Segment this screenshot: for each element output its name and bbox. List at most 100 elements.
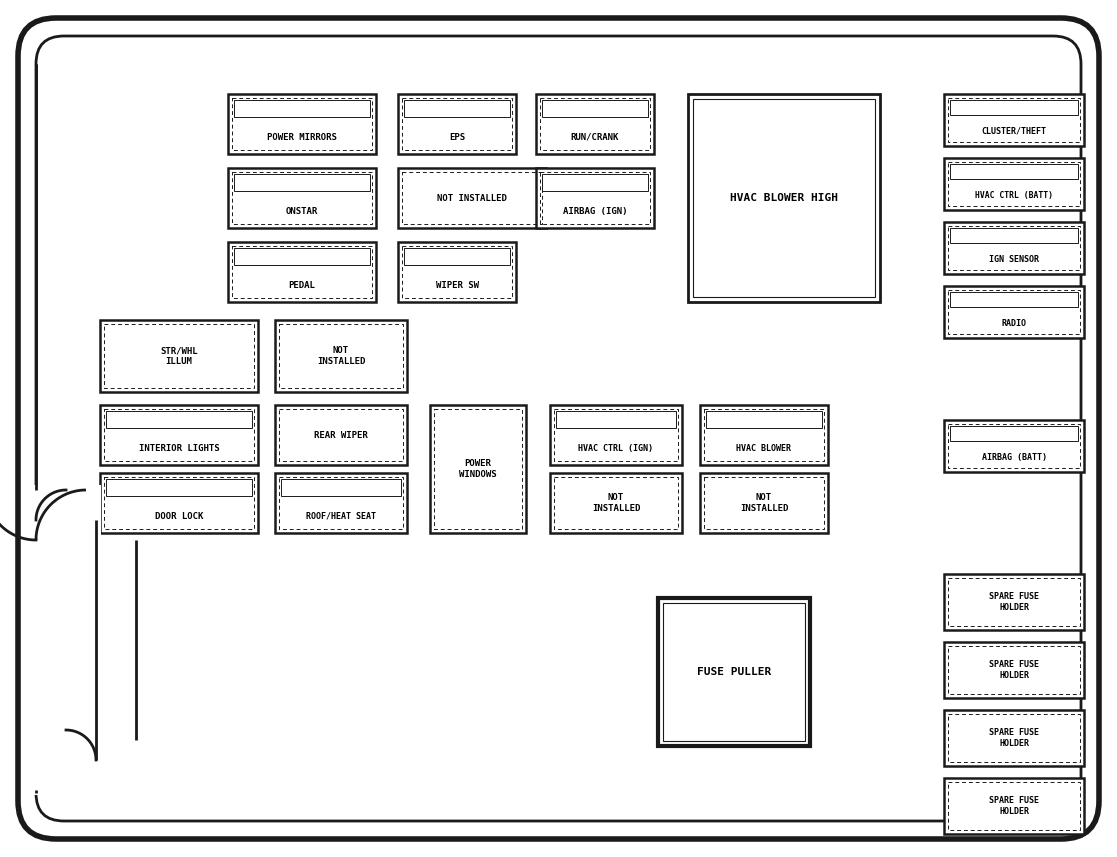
- Bar: [228, 242, 376, 302]
- Text: ROOF/HEAT SEAT: ROOF/HEAT SEAT: [306, 512, 376, 521]
- Text: SPARE FUSE
HOLDER: SPARE FUSE HOLDER: [989, 796, 1039, 816]
- Text: CLUSTER/THEFT: CLUSTER/THEFT: [982, 127, 1047, 136]
- Bar: [948, 782, 1080, 830]
- FancyBboxPatch shape: [18, 18, 1099, 839]
- Bar: [948, 290, 1080, 334]
- Text: FUSE PULLER: FUSE PULLER: [697, 667, 771, 677]
- Bar: [550, 405, 682, 465]
- Bar: [430, 405, 526, 533]
- Bar: [279, 324, 403, 388]
- Text: PEDAL: PEDAL: [288, 281, 315, 290]
- Bar: [279, 409, 403, 461]
- Bar: [279, 477, 403, 529]
- Bar: [232, 98, 372, 150]
- Bar: [281, 479, 401, 496]
- Text: AIRBAG (IGN): AIRBAG (IGN): [563, 207, 628, 216]
- Text: STR/WHL
ILLUM: STR/WHL ILLUM: [160, 346, 198, 366]
- Bar: [104, 324, 254, 388]
- Text: NOT
INSTALLED: NOT INSTALLED: [739, 494, 789, 512]
- Bar: [944, 286, 1083, 338]
- Text: RADIO: RADIO: [1002, 319, 1027, 328]
- Bar: [402, 246, 512, 298]
- Bar: [550, 473, 682, 533]
- Bar: [228, 168, 376, 228]
- Text: HVAC CTRL (IGN): HVAC CTRL (IGN): [579, 444, 653, 452]
- Bar: [949, 100, 1078, 115]
- Bar: [536, 168, 653, 228]
- Text: SPARE FUSE
HOLDER: SPARE FUSE HOLDER: [989, 660, 1039, 680]
- Bar: [944, 642, 1083, 698]
- Bar: [944, 222, 1083, 274]
- Bar: [556, 411, 676, 428]
- Bar: [948, 714, 1080, 762]
- Bar: [948, 424, 1080, 468]
- Bar: [948, 162, 1080, 206]
- Text: NOT
INSTALLED: NOT INSTALLED: [317, 346, 365, 366]
- Bar: [554, 409, 678, 461]
- Bar: [106, 411, 252, 428]
- Text: SPARE FUSE
HOLDER: SPARE FUSE HOLDER: [989, 728, 1039, 747]
- Bar: [700, 473, 828, 533]
- Bar: [949, 164, 1078, 178]
- Text: REAR WIPER: REAR WIPER: [314, 430, 367, 440]
- Bar: [554, 477, 678, 529]
- Text: INTERIOR LIGHTS: INTERIOR LIGHTS: [139, 444, 219, 452]
- Bar: [404, 100, 510, 117]
- Bar: [398, 94, 516, 154]
- Bar: [536, 94, 653, 154]
- Bar: [104, 409, 254, 461]
- Bar: [233, 174, 370, 191]
- Bar: [402, 172, 542, 224]
- Text: HVAC CTRL (BATT): HVAC CTRL (BATT): [975, 191, 1053, 200]
- Bar: [948, 98, 1080, 142]
- Bar: [31, 485, 101, 795]
- Bar: [31, 490, 95, 790]
- Bar: [944, 778, 1083, 834]
- Text: POWER MIRRORS: POWER MIRRORS: [267, 133, 337, 141]
- Text: IGN SENSOR: IGN SENSOR: [989, 255, 1039, 264]
- Bar: [435, 409, 522, 529]
- Bar: [700, 405, 828, 465]
- Text: POWER
WINDOWS: POWER WINDOWS: [459, 459, 497, 479]
- Bar: [232, 172, 372, 224]
- Bar: [706, 411, 822, 428]
- Bar: [949, 228, 1078, 243]
- Text: HVAC BLOWER: HVAC BLOWER: [736, 444, 792, 452]
- Bar: [101, 473, 258, 533]
- Bar: [233, 248, 370, 265]
- Text: ONSTAR: ONSTAR: [286, 207, 318, 216]
- Bar: [688, 94, 880, 302]
- Bar: [948, 646, 1080, 694]
- Bar: [663, 603, 805, 741]
- Bar: [704, 409, 824, 461]
- Bar: [944, 420, 1083, 472]
- Bar: [540, 172, 650, 224]
- Bar: [404, 248, 510, 265]
- Text: EPS: EPS: [449, 133, 465, 141]
- Text: SPARE FUSE
HOLDER: SPARE FUSE HOLDER: [989, 592, 1039, 612]
- Bar: [693, 99, 875, 297]
- Bar: [106, 479, 252, 496]
- Text: AIRBAG (BATT): AIRBAG (BATT): [982, 453, 1047, 462]
- Bar: [944, 94, 1083, 146]
- Bar: [275, 405, 407, 465]
- Bar: [398, 242, 516, 302]
- Bar: [944, 710, 1083, 766]
- Bar: [704, 477, 824, 529]
- Bar: [228, 94, 376, 154]
- Text: DOOR LOCK: DOOR LOCK: [155, 512, 203, 521]
- Bar: [542, 100, 648, 117]
- Text: NOT
INSTALLED: NOT INSTALLED: [592, 494, 640, 512]
- Bar: [658, 598, 810, 746]
- Bar: [101, 320, 258, 392]
- Bar: [232, 246, 372, 298]
- Bar: [275, 473, 407, 533]
- Bar: [542, 174, 648, 191]
- Bar: [398, 168, 546, 228]
- Text: HVAC BLOWER HIGH: HVAC BLOWER HIGH: [731, 193, 838, 203]
- Text: RUN/CRANK: RUN/CRANK: [571, 133, 619, 141]
- Bar: [948, 226, 1080, 270]
- Bar: [949, 292, 1078, 307]
- Bar: [944, 574, 1083, 630]
- Bar: [275, 320, 407, 392]
